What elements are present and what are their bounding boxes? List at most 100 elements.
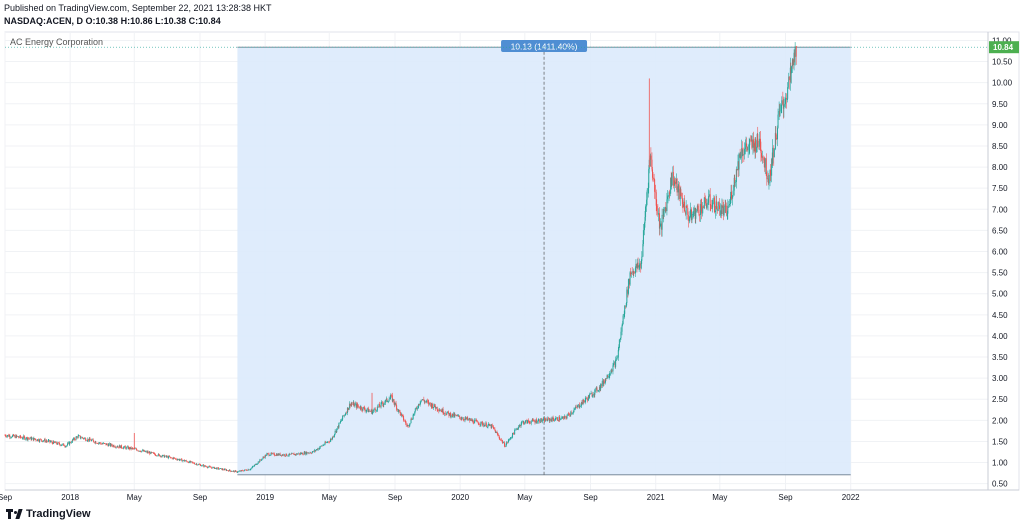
price-tick-label: 10.00: [992, 79, 1013, 88]
candle-body: [704, 197, 706, 204]
candle-body: [547, 417, 549, 419]
candle-body: [46, 441, 48, 442]
time-tick-label: Sep: [778, 493, 793, 502]
candle-body: [361, 409, 363, 411]
candle-body: [696, 209, 698, 212]
candle-body: [516, 428, 518, 430]
candle-body: [785, 98, 787, 104]
candle-body: [324, 442, 326, 445]
candle-body: [283, 454, 285, 456]
candle-body: [55, 441, 57, 444]
candle-body: [180, 458, 182, 460]
candle-body: [662, 214, 664, 216]
open-value: 10.38: [95, 16, 119, 26]
candle-body: [454, 414, 456, 417]
candle-body: [591, 393, 593, 397]
candle-body: [30, 437, 32, 440]
candle-body: [524, 420, 526, 423]
high-value: 10.86: [130, 16, 153, 26]
candle-body: [57, 442, 59, 445]
candle-body: [32, 437, 34, 441]
candle-body: [650, 155, 652, 160]
candle-body: [280, 454, 282, 456]
candle-body: [263, 457, 265, 458]
candle-body: [720, 210, 722, 215]
candle-body: [334, 433, 336, 436]
candle-body: [352, 402, 354, 405]
candle-body: [142, 450, 144, 452]
candle-body: [723, 206, 725, 216]
price-tick-label: 1.50: [992, 437, 1008, 446]
candle-body: [44, 439, 46, 441]
candle-body: [203, 465, 205, 467]
candle-body: [104, 443, 106, 444]
candle-body: [528, 420, 530, 422]
candle-body: [155, 455, 157, 456]
price-tick-label: 3.50: [992, 353, 1008, 362]
price-tick-label: 7.50: [992, 184, 1008, 193]
candle-body: [79, 435, 81, 437]
candle-body: [299, 453, 301, 455]
candle-body: [397, 409, 399, 410]
candle-body: [108, 444, 110, 447]
measure-tool[interactable]: 10.13 (1411.40%): [237, 40, 851, 476]
price-tick-label: 7.00: [992, 205, 1008, 214]
candle-body: [40, 439, 42, 440]
candle-body: [287, 455, 289, 457]
candle-body: [462, 418, 464, 420]
candle-body: [767, 178, 769, 180]
candle-body: [117, 446, 119, 448]
candle-body: [479, 424, 481, 426]
candle-body: [618, 347, 620, 351]
candle-body: [134, 448, 136, 449]
candle-body: [212, 466, 214, 468]
candle-body: [266, 453, 268, 454]
candle-body: [49, 440, 51, 442]
candle-body: [336, 428, 338, 432]
candle-body: [483, 424, 485, 426]
candle-body: [14, 435, 16, 437]
candle-body: [633, 272, 635, 274]
candle-body: [292, 453, 294, 455]
candle-body: [504, 446, 506, 448]
price-tick-label: 10.50: [992, 58, 1013, 67]
price-chart[interactable]: 10.13 (1411.40%) 11.00 10.50 10.00 9.50 9.00…: [0, 0, 1024, 506]
candle-body: [637, 262, 639, 268]
candle-body: [157, 453, 159, 456]
candle-body: [68, 442, 70, 444]
candle-body: [420, 399, 422, 402]
candle-body: [156, 455, 158, 457]
candle-body: [755, 138, 757, 152]
candle-body: [232, 470, 234, 472]
candle-body: [174, 458, 176, 460]
candle-body: [709, 194, 711, 206]
candle-body: [682, 204, 684, 208]
candle-body: [187, 462, 189, 463]
price-axis[interactable]: 11.00 10.50 10.00 9.50 9.00 8.50 8.00 7.50 7.00 6…: [5, 32, 1019, 490]
candle-body: [685, 205, 687, 215]
candle-body: [716, 201, 718, 209]
time-axis[interactable]: Sep 2018 May Sep 2019 May Sep 2020 May Sep 2021 May…: [0, 489, 1019, 502]
candle-body: [440, 410, 442, 411]
candle-body: [344, 414, 346, 416]
candle-body: [584, 401, 586, 403]
candle-body: [747, 146, 749, 151]
candle-body: [400, 413, 402, 416]
candle-body: [636, 264, 638, 268]
candle-body: [789, 67, 791, 81]
candle-body: [382, 403, 384, 406]
candle-body: [223, 469, 225, 471]
candle-body: [113, 445, 115, 447]
candle-body: [65, 446, 67, 447]
candle-body: [487, 423, 489, 426]
candle-body: [334, 430, 336, 434]
candle-body: [5, 435, 7, 437]
candle-body: [231, 471, 233, 472]
candle-body: [765, 158, 767, 176]
candle-body: [565, 416, 567, 418]
candle-body: [356, 403, 358, 408]
candle-body: [681, 196, 683, 199]
candle-body: [251, 466, 253, 468]
candle-body: [625, 302, 627, 307]
candle-body: [405, 423, 407, 426]
